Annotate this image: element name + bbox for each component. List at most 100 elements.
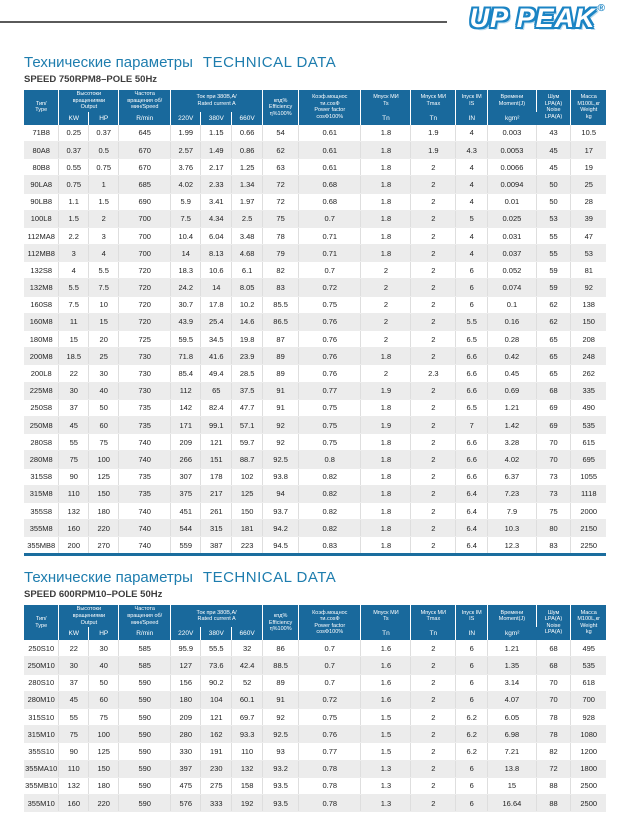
cell: 387 bbox=[200, 536, 233, 556]
cell: 1.8 bbox=[360, 175, 412, 194]
cell: 700 bbox=[118, 244, 172, 263]
cell: 69 bbox=[536, 416, 572, 435]
cell: 75 bbox=[88, 708, 120, 727]
cell: 91 bbox=[262, 399, 300, 417]
cell: 121 bbox=[200, 708, 233, 727]
cell: 2 bbox=[360, 364, 412, 383]
cell: 0.1 bbox=[487, 296, 537, 314]
cell: 55 bbox=[536, 244, 572, 263]
cell: 132 bbox=[231, 760, 264, 778]
cell: 89 bbox=[262, 347, 300, 366]
cell: 59 bbox=[536, 261, 572, 280]
cell: 2 bbox=[410, 708, 457, 727]
cell: 102 bbox=[231, 468, 264, 486]
cell: 55 bbox=[58, 708, 90, 727]
cell: 6 bbox=[455, 278, 489, 297]
cell: 150 bbox=[88, 760, 120, 778]
cell: 0.7 bbox=[298, 674, 362, 692]
cell: 62 bbox=[262, 141, 300, 160]
cell: 209 bbox=[170, 433, 202, 452]
section-subtitle: SPEED 750RPM8–POLE 50Hz bbox=[24, 74, 158, 85]
cell: 0.75 bbox=[298, 399, 362, 417]
col-380v-subheader: 380V bbox=[200, 627, 233, 641]
cell: 6 bbox=[455, 261, 489, 280]
table-row: 355S8 132 180 740 451 261 150 93.7 0.82 1.8 2 6.4 7.… bbox=[24, 502, 606, 521]
cell: 20 bbox=[88, 330, 120, 349]
cell: 0.82 bbox=[298, 502, 362, 521]
cell: 75 bbox=[58, 450, 90, 469]
cell: 8.05 bbox=[231, 278, 264, 297]
cell: 75 bbox=[262, 210, 300, 228]
section-title: Технические параметры TECHNICAL DATA bbox=[24, 54, 606, 71]
cell: 280M10 bbox=[24, 691, 60, 710]
cell: 10.4 bbox=[170, 227, 202, 246]
cell: 355MB8 bbox=[24, 536, 60, 556]
section-title: Технические параметры TECHNICAL DATA bbox=[24, 569, 606, 586]
cell: 670 bbox=[118, 141, 172, 160]
col-moment-header: Времени Moment(J) bbox=[487, 605, 537, 628]
cell: 0.72 bbox=[298, 278, 362, 297]
cell: 250M8 bbox=[24, 416, 60, 435]
cell: 0.37 bbox=[58, 141, 90, 160]
table-row: 280M10 45 60 590 180 104 60.1 91 0.72 1.6 2 6 4.07 70… bbox=[24, 691, 606, 710]
col-rmin-subheader: R/min bbox=[118, 111, 172, 125]
cell: 121 bbox=[200, 433, 233, 452]
cell: 3.41 bbox=[200, 193, 233, 211]
cell: 100 bbox=[88, 725, 120, 744]
cell: 4 bbox=[455, 158, 489, 177]
registered-trademark-icon: ® bbox=[597, 3, 606, 14]
cell: 0.83 bbox=[298, 536, 362, 556]
cell: 50 bbox=[88, 674, 120, 692]
cell: 90 bbox=[58, 742, 90, 761]
section-title-en: TECHNICAL DATA bbox=[202, 569, 337, 587]
cell: 0.42 bbox=[487, 347, 537, 366]
cell: 93.7 bbox=[262, 502, 300, 521]
col-type-header: Тип/ Type bbox=[24, 605, 60, 641]
col-noise-header: Шум LPA(A) Noise LPA(A) bbox=[536, 605, 572, 641]
cell: 6.4 bbox=[455, 536, 489, 556]
cell: 53 bbox=[570, 244, 606, 263]
cell: 200M8 bbox=[24, 347, 60, 366]
cell: 5.5 bbox=[88, 261, 120, 280]
cell: 1.8 bbox=[360, 193, 412, 211]
cell: 725 bbox=[118, 330, 172, 349]
cell: 2 bbox=[410, 210, 457, 228]
cell: 262 bbox=[570, 364, 606, 383]
cell: 112 bbox=[170, 382, 202, 400]
cell: 6.2 bbox=[455, 725, 489, 744]
cell: 30.7 bbox=[170, 296, 202, 314]
cell: 132M8 bbox=[24, 278, 60, 297]
cell: 89 bbox=[262, 364, 300, 383]
col-noise-header: Шум LPA(A) Noise LPA(A) bbox=[536, 90, 572, 125]
cell: 1055 bbox=[570, 468, 606, 486]
cell: 89 bbox=[262, 674, 300, 692]
cell: 261 bbox=[200, 502, 233, 521]
cell: 125 bbox=[231, 485, 264, 503]
cell: 0.0066 bbox=[487, 158, 537, 177]
cell: 4.34 bbox=[200, 210, 233, 228]
cell: 315M10 bbox=[24, 725, 60, 744]
col-tn-subheader: Tn bbox=[360, 111, 412, 125]
header-rule bbox=[0, 21, 447, 23]
col-rmin-subheader: R/min bbox=[118, 627, 172, 641]
cell: 0.76 bbox=[298, 725, 362, 744]
cell: 3 bbox=[88, 227, 120, 246]
cell: 150 bbox=[231, 502, 264, 521]
cell: 1.8 bbox=[360, 519, 412, 538]
cell: 1.15 bbox=[200, 124, 233, 142]
cell: 585 bbox=[118, 640, 172, 658]
cell: 65 bbox=[536, 347, 572, 366]
table-row: 112MA8 2.2 3 700 10.4 6.04 3.48 78 0.71 1.8 2 4 0.03… bbox=[24, 227, 606, 246]
cell: 90LB8 bbox=[24, 193, 60, 211]
cell: 94 bbox=[262, 485, 300, 503]
cell: 720 bbox=[118, 313, 172, 332]
table-row: 100L8 1.5 2 700 7.5 4.34 2.5 75 0.7 1.8 2 5 0.025 53 3… bbox=[24, 210, 606, 228]
cell: 0.78 bbox=[298, 777, 362, 795]
cell: 79 bbox=[262, 244, 300, 263]
cell: 28.5 bbox=[231, 364, 264, 383]
table-row: 160S8 7.5 10 720 30.7 17.8 10.2 85.5 0.75 2 2 6 0.1 6… bbox=[24, 296, 606, 314]
cell: 59.7 bbox=[231, 433, 264, 452]
cell: 92 bbox=[570, 278, 606, 297]
cell: 355S8 bbox=[24, 502, 60, 521]
cell: 138 bbox=[570, 296, 606, 314]
